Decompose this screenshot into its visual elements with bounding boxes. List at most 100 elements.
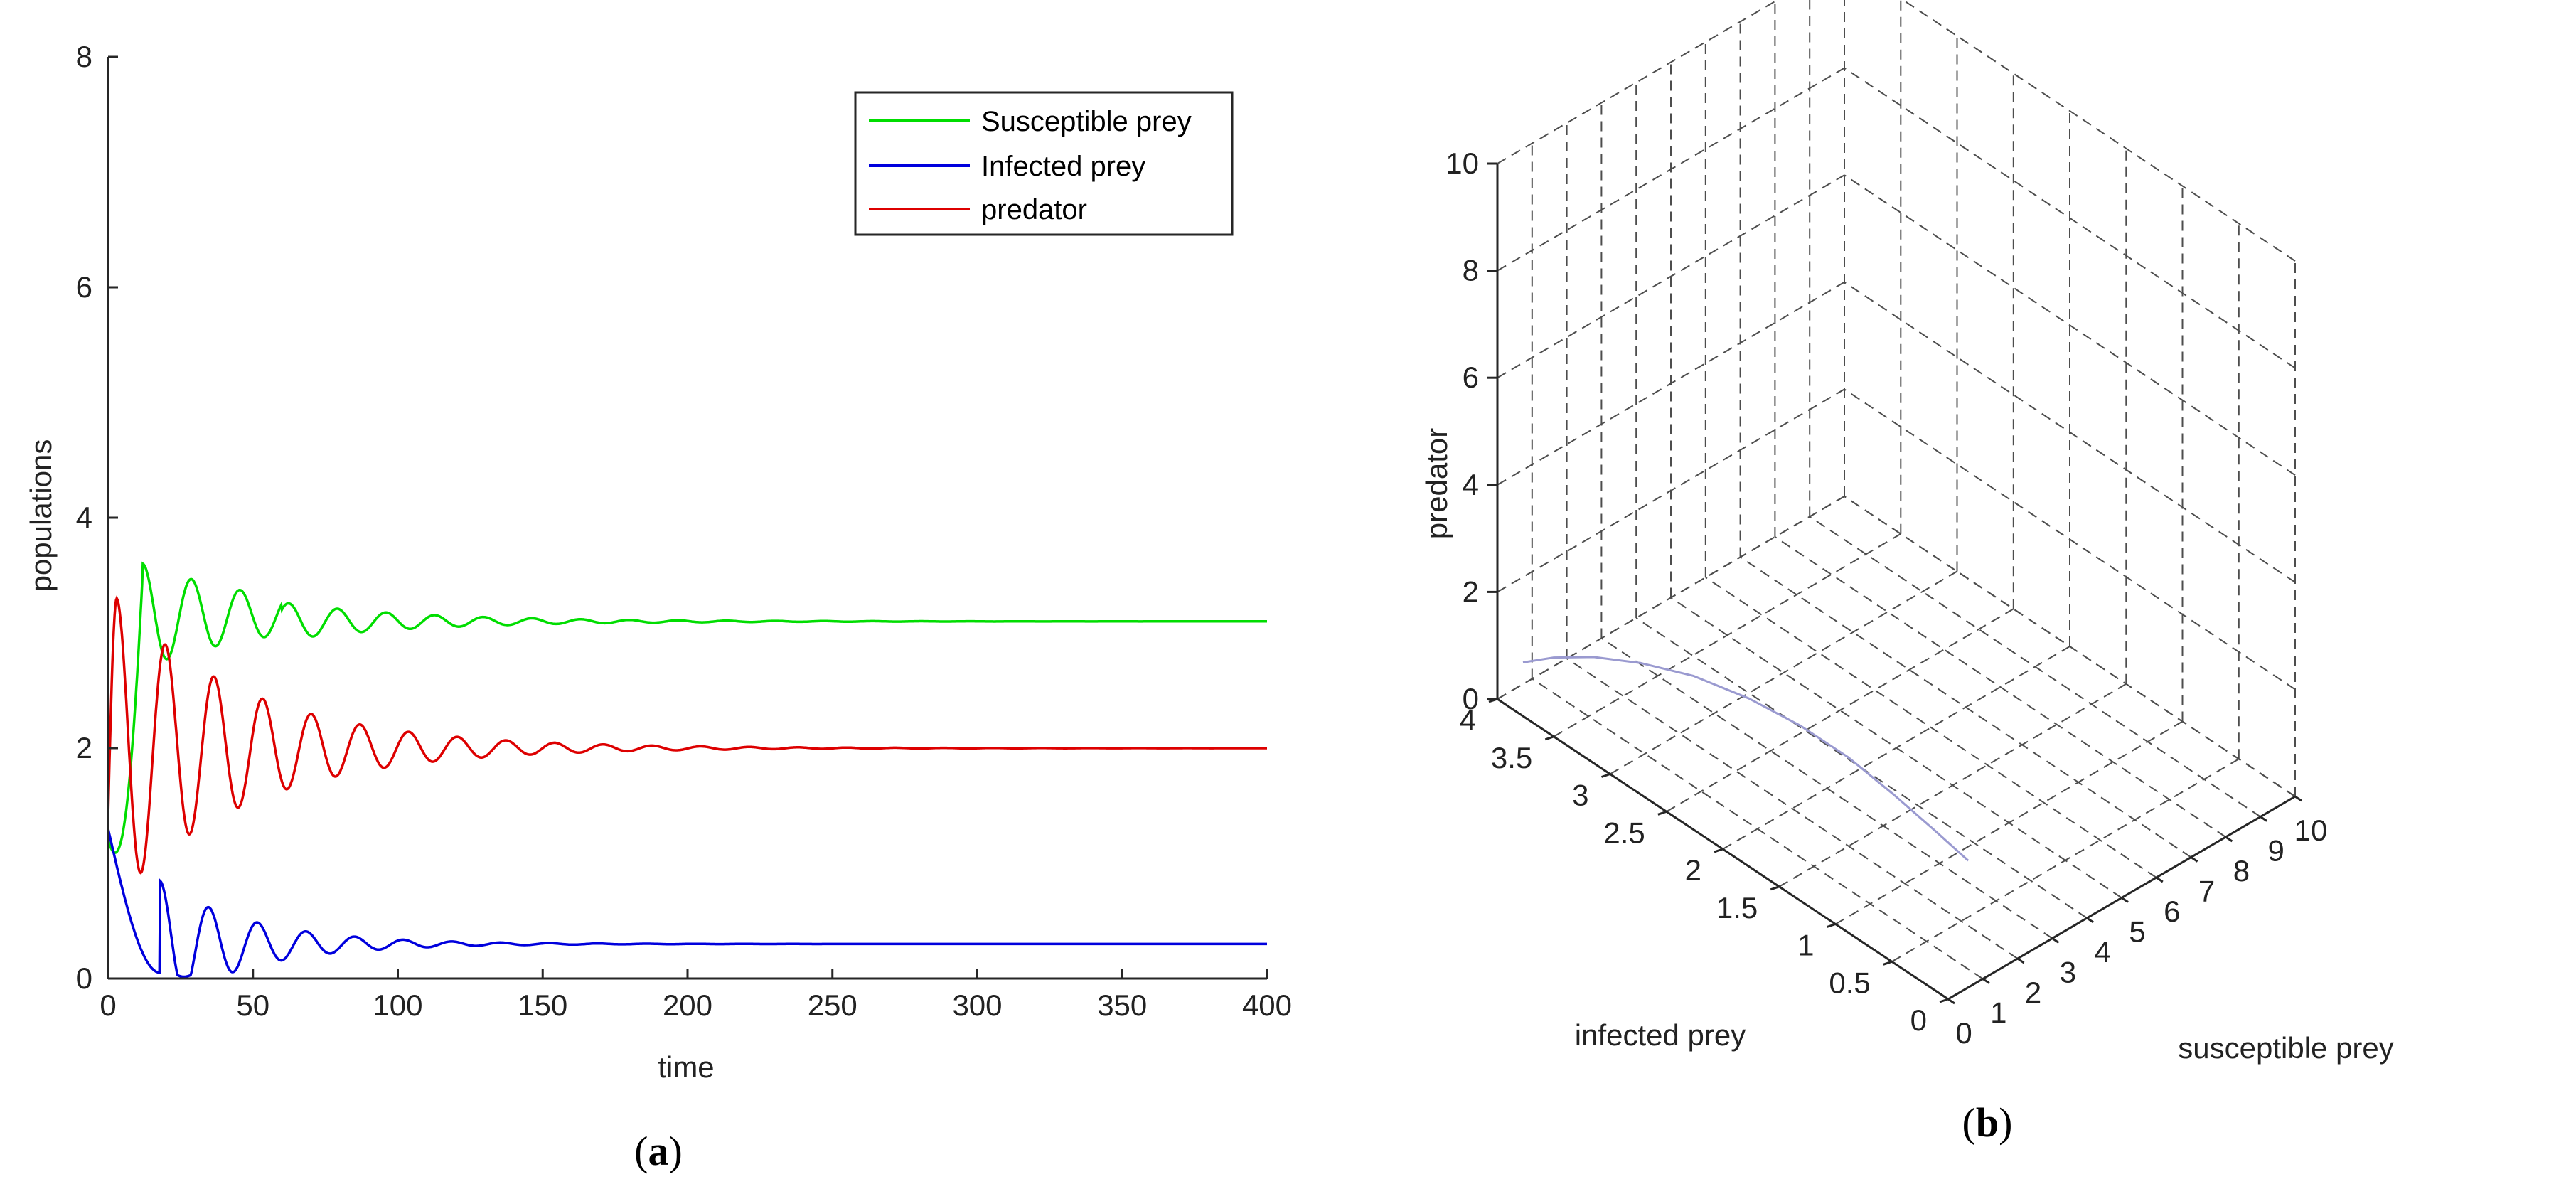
legend-entry-infected: Infected prey — [869, 151, 1145, 182]
panel-a-axes: 0 50 100 150 200 250 300 350 400 0 2 4 6 8 — [76, 40, 1292, 1022]
panel-b-xlabel: susceptible prey — [2178, 1031, 2394, 1065]
floor-grid-line — [1774, 536, 2226, 838]
x-tick-label: 100 — [373, 988, 422, 1022]
y-tick-mark — [1883, 960, 1893, 966]
side-wall-grid-line — [1901, 0, 2296, 262]
back-wall-grid-line — [1497, 281, 1845, 486]
z-tick-label: 10 — [1445, 146, 1479, 180]
y-tick-label: 4 — [76, 501, 92, 534]
legend-entry-susceptible: Susceptible prey — [869, 106, 1192, 137]
y-tick-mark — [1939, 998, 1949, 1003]
x-tick-label: 400 — [1242, 988, 1292, 1022]
z-tick-label: 0 — [1463, 682, 1479, 715]
x-tick-label: 2 — [2025, 976, 2041, 1009]
y-tick-mark — [1544, 735, 1554, 741]
legend-label-susceptible: Susceptible prey — [981, 106, 1192, 137]
y-tick-label: 0.5 — [1829, 966, 1870, 999]
floor-grid-line — [1553, 533, 1901, 737]
x-tick-mark — [2260, 816, 2268, 822]
x-tick-label: 3 — [2060, 956, 2076, 989]
y-tick-label: 3 — [1572, 779, 1588, 812]
x-tick-label: 250 — [808, 988, 857, 1022]
y-tick-label: 1 — [1797, 929, 1814, 962]
series-line-susceptible-prey — [107, 561, 1267, 854]
panel-a-caption: (a) — [634, 1128, 683, 1174]
x-tick-mark — [1982, 978, 1990, 984]
panel-a-ylabel: populations — [24, 439, 58, 592]
x-tick-mark — [2225, 836, 2233, 843]
side-wall-grid-line — [1844, 174, 2296, 476]
side-wall-grid-line — [1844, 281, 2296, 583]
side-wall-grid-line — [1844, 67, 2296, 369]
y-tick-mark — [1714, 848, 1723, 853]
z-tick-label: 8 — [1463, 254, 1479, 287]
panel-b-grid — [1497, 0, 2296, 1000]
floor-grid-line — [1722, 646, 2070, 850]
x-tick-label: 300 — [952, 988, 1002, 1022]
y-tick-label: 3.5 — [1491, 741, 1532, 774]
x-tick-mark — [2190, 856, 2198, 863]
y-tick-label: 0 — [76, 961, 92, 995]
back-wall-grid-line — [1497, 174, 1845, 379]
floor-grid-line — [1566, 658, 2019, 959]
panel-a-xlabel: time — [658, 1050, 714, 1084]
series-line-infected-prey — [107, 828, 1267, 979]
y-tick-mark — [1657, 810, 1667, 816]
panel-a-series-group — [107, 561, 1267, 979]
x-tick-label: 50 — [236, 988, 269, 1022]
panel-b-caption: (b) — [1962, 1099, 2013, 1146]
x-tick-mark — [1947, 998, 1955, 1005]
floor-grid-line — [1891, 758, 2240, 963]
x-tick-label: 8 — [2233, 854, 2250, 887]
x-tick-mark — [2121, 897, 2129, 903]
x-tick-label: 7 — [2198, 875, 2215, 908]
x-tick-label: 5 — [2129, 915, 2145, 949]
legend-entry-predator: predator — [869, 194, 1087, 225]
x-tick-label: 1 — [1990, 996, 2006, 1030]
x-tick-mark — [2016, 957, 2025, 964]
panel-a-chart: 0 50 100 150 200 250 300 350 400 0 2 4 6 8 time popul… — [24, 40, 1292, 1174]
x-tick-mark — [2294, 795, 2302, 802]
z-tick-label: 4 — [1463, 468, 1479, 501]
y-tick-label: 6 — [76, 270, 92, 304]
floor-grid-line — [1609, 570, 1958, 775]
panel-b-trajectory-group — [1522, 656, 1970, 862]
back-wall-grid-line — [1497, 67, 1845, 272]
y-tick-mark — [1601, 773, 1610, 778]
x-tick-label: 200 — [663, 988, 712, 1022]
x-tick-mark — [2155, 876, 2164, 883]
y-tick-label: 2.5 — [1603, 816, 1645, 849]
series-line-predator — [107, 594, 1267, 875]
side-wall-grid-line — [1844, 388, 2296, 691]
y-tick-label: 2 — [76, 731, 92, 764]
legend-box — [854, 91, 1234, 236]
floor-grid-line — [1666, 608, 2014, 813]
back-wall-grid-line — [1497, 388, 1845, 593]
trajectory-line — [1522, 656, 1970, 862]
z-tick-label: 2 — [1463, 575, 1479, 608]
y-tick-mark — [1770, 885, 1780, 891]
x-tick-label: 9 — [2268, 834, 2284, 868]
y-tick-mark — [1827, 923, 1836, 928]
x-tick-label: 350 — [1097, 988, 1147, 1022]
panel-b-ylabel: infected prey — [1575, 1018, 1746, 1052]
y-tick-label: 1.5 — [1716, 891, 1758, 924]
panel-a-legend: Susceptible prey Infected prey predator — [854, 91, 1234, 236]
x-tick-mark — [2051, 937, 2060, 944]
y-tick-label: 0 — [1910, 1003, 1927, 1037]
x-tick-label: 150 — [518, 988, 567, 1022]
y-tick-label: 8 — [76, 40, 92, 73]
floor-grid-line — [1705, 577, 2157, 878]
y-tick-label: 4 — [1460, 703, 1476, 737]
z-tick-label: 6 — [1463, 361, 1479, 394]
x-tick-label: 0 — [100, 988, 116, 1022]
x-tick-label: 0 — [1955, 1016, 1972, 1050]
legend-label-infected: Infected prey — [981, 151, 1145, 182]
legend-label-predator: predator — [981, 194, 1087, 225]
floor-grid-line — [1778, 683, 2127, 887]
y-tick-label: 2 — [1685, 853, 1701, 887]
x-tick-label: 10 — [2294, 814, 2328, 847]
back-wall-grid-line — [1497, 496, 1845, 700]
